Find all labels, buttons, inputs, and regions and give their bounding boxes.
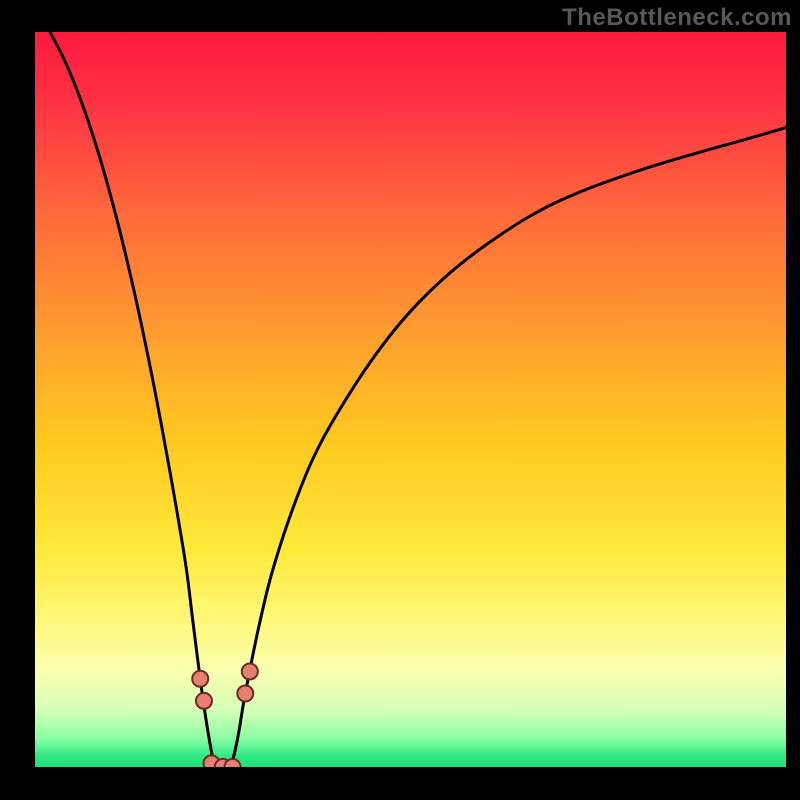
data-marker [192,671,208,687]
plot-background [35,32,786,767]
plot-svg [35,32,786,767]
data-marker [196,693,212,709]
data-marker [225,759,241,767]
data-marker [237,686,253,702]
data-marker [242,663,258,679]
watermark-text: TheBottleneck.com [562,4,792,32]
plot-area [35,32,786,767]
chart-container: TheBottleneck.com [0,0,800,800]
